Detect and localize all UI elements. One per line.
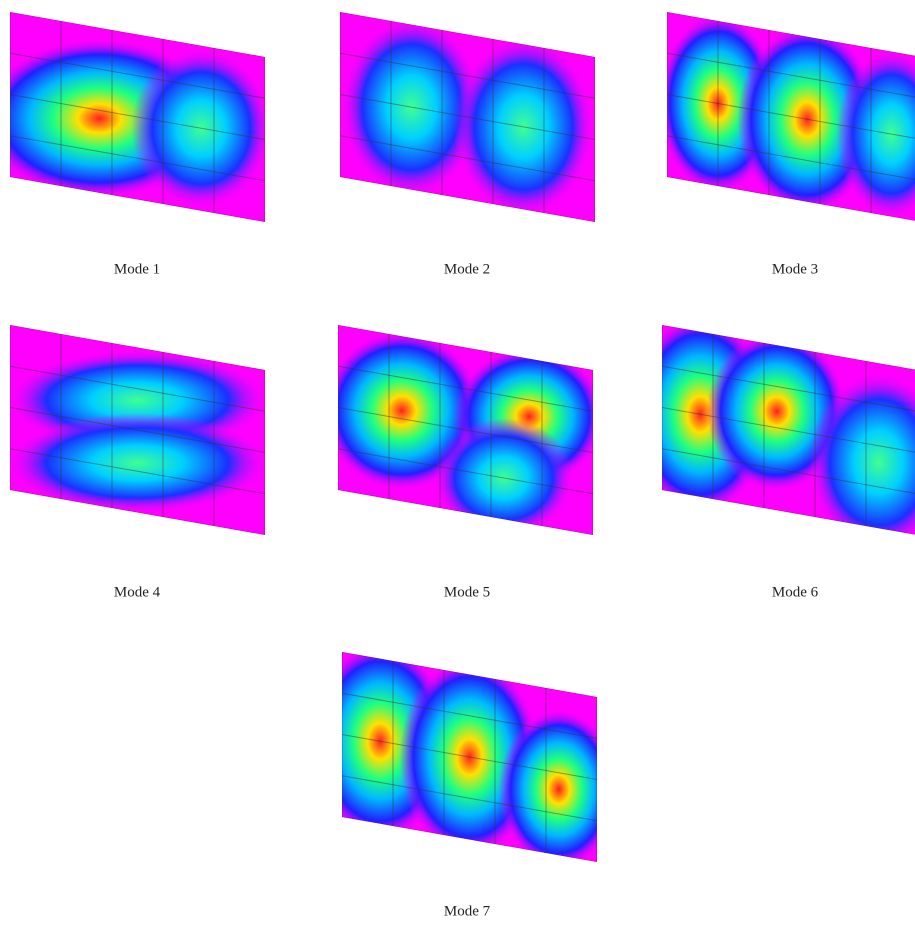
mode-shape (0, 12, 271, 222)
mode-label: Mode 7 (444, 903, 491, 919)
contour (658, 12, 915, 222)
mode-shape (340, 12, 595, 222)
page: Mode 1 Mode 2 Mode 3 Mode 4 Mode 5 Mode 6 Mode… (0, 0, 915, 930)
mode-shape (310, 641, 619, 869)
contour (310, 641, 619, 869)
figure: Mode 1 Mode 2 Mode 3 Mode 4 Mode 5 Mode 6 Mode… (0, 0, 915, 930)
mode-label: Mode 4 (114, 584, 161, 600)
mode-label: Mode 1 (114, 261, 160, 277)
contour-blob (499, 709, 619, 869)
mode-shape (8, 325, 268, 535)
mode-label: Mode 2 (444, 261, 490, 277)
mode-label: Mode 3 (772, 261, 818, 277)
contour (630, 314, 915, 552)
mode-shape (322, 325, 605, 538)
mode-label: Mode 6 (772, 584, 819, 600)
contour-blob (8, 413, 268, 513)
mode-label: Mode 5 (444, 584, 490, 600)
mode-shape (630, 314, 915, 552)
mode-shape (658, 12, 915, 222)
